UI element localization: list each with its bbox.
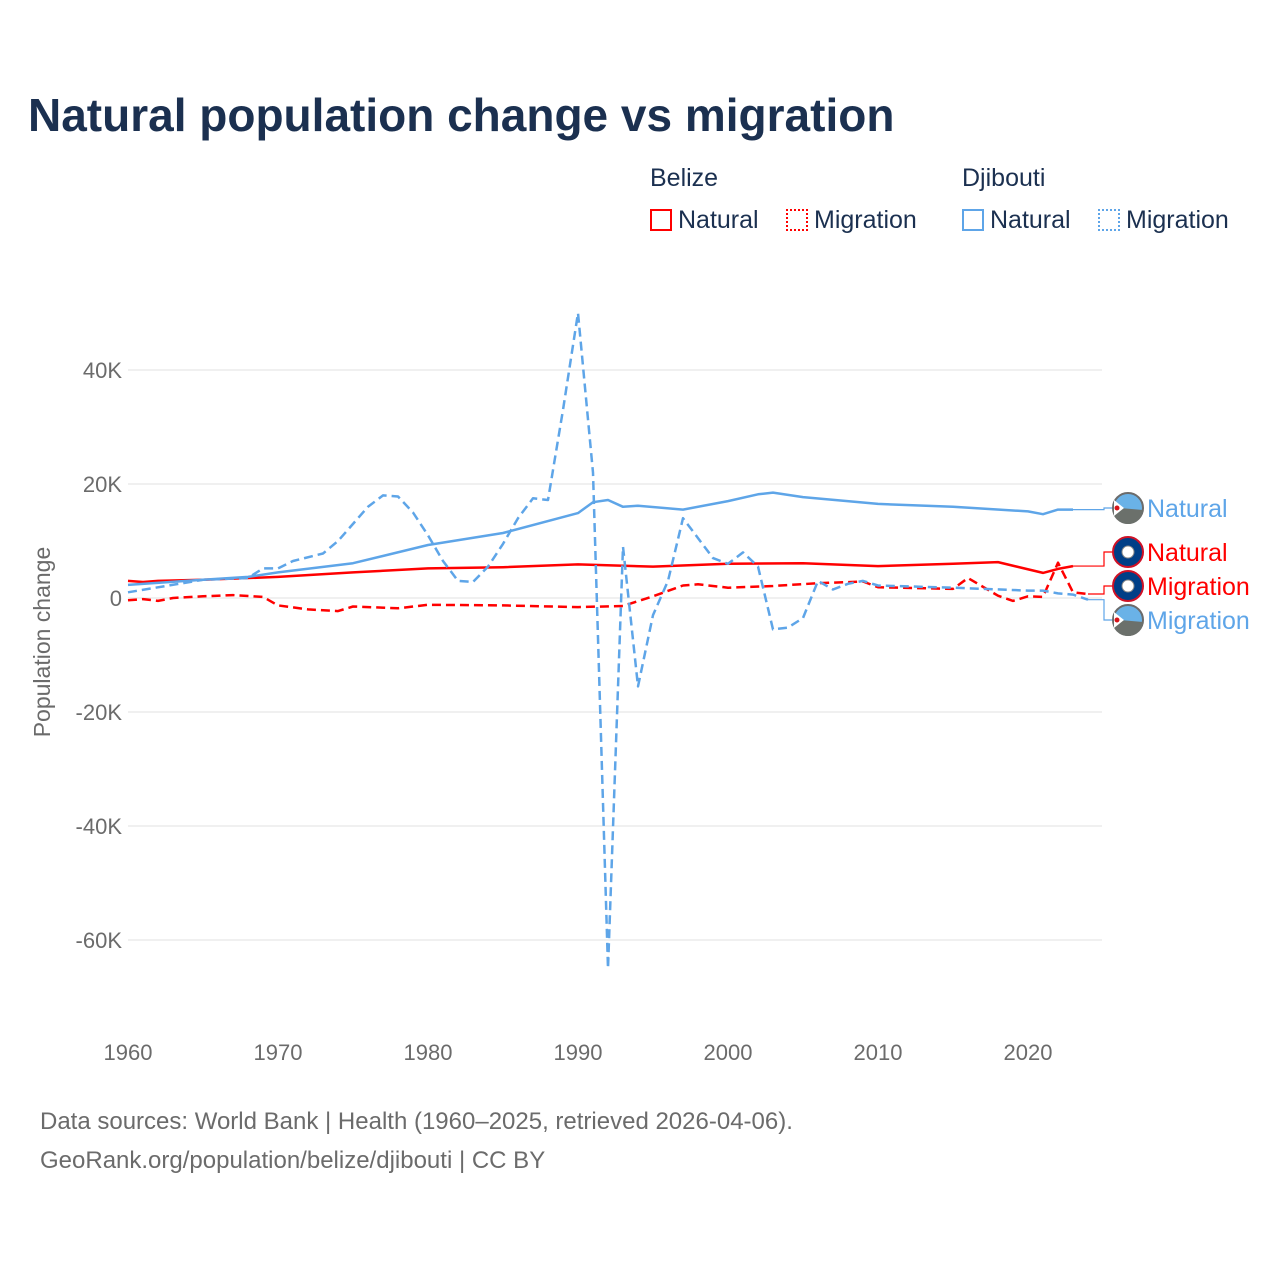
end-label-belize-natural: Natural: [1147, 539, 1228, 567]
label-connector: [1088, 599, 1112, 621]
x-tick-label: 1990: [554, 1040, 603, 1065]
legend-label: Natural: [990, 206, 1071, 234]
y-tick-label: -60K: [76, 928, 123, 953]
x-tick-label: 1960: [104, 1040, 153, 1065]
legend-swatch-solid: [650, 209, 672, 231]
end-label-djibouti-natural: Natural: [1147, 495, 1228, 523]
label-connector: [1088, 585, 1112, 595]
flag-star: [1114, 505, 1120, 511]
legend-label: Migration: [814, 206, 917, 234]
y-axis-label: Population change: [29, 547, 55, 738]
x-tick-label: 2000: [704, 1040, 753, 1065]
legend-swatch-dotted: [786, 209, 808, 231]
footer-sources: Data sources: World Bank | Health (1960–…: [40, 1108, 793, 1135]
legend-group-belize: Belize: [650, 164, 719, 192]
x-tick-label: 2010: [854, 1040, 903, 1065]
y-tick-label: 20K: [83, 472, 122, 497]
chart-title: Natural population change vs migration: [28, 89, 895, 141]
series-line-djibouti-natural: [127, 491, 1073, 587]
legend-djibouti-migration[interactable]: Migration: [1098, 206, 1229, 235]
flag-green-part: [1112, 620, 1143, 637]
y-tick-label: -20K: [76, 700, 123, 725]
label-connector: [1073, 507, 1112, 511]
y-tick-label: -40K: [76, 814, 123, 839]
y-tick-label: 40K: [83, 358, 122, 383]
flag-green-part: [1112, 508, 1143, 525]
x-tick-label: 1980: [404, 1040, 453, 1065]
x-tick-label: 2020: [1004, 1040, 1053, 1065]
flag-star: [1114, 617, 1120, 623]
legend-belize-natural[interactable]: Natural: [650, 206, 759, 235]
label-connector: [1073, 551, 1112, 567]
series-line-belize-migration: [127, 561, 1089, 613]
legend-label: Natural: [678, 206, 759, 234]
flag-emblem: [1121, 579, 1135, 593]
end-label-djibouti-migration: Migration: [1147, 607, 1250, 635]
end-label-belize-migration: Migration: [1147, 573, 1250, 601]
legend-swatch-dotted: [1098, 209, 1120, 231]
legend-label: Migration: [1126, 206, 1229, 234]
legend-djibouti-natural[interactable]: Natural: [962, 206, 1071, 235]
x-tick-label: 1970: [254, 1040, 303, 1065]
series-line-djibouti-migration: [127, 311, 1089, 970]
legend-group-djibouti: Djibouti: [962, 164, 1046, 192]
series-line-belize-natural: [127, 560, 1074, 584]
legend-swatch-solid: [962, 209, 984, 231]
footer-link[interactable]: GeoRank.org/population/belize/djibouti |…: [40, 1147, 546, 1174]
y-tick-label: 0: [110, 586, 122, 611]
flag-emblem: [1121, 545, 1135, 559]
legend-belize-migration[interactable]: Migration: [786, 206, 917, 235]
